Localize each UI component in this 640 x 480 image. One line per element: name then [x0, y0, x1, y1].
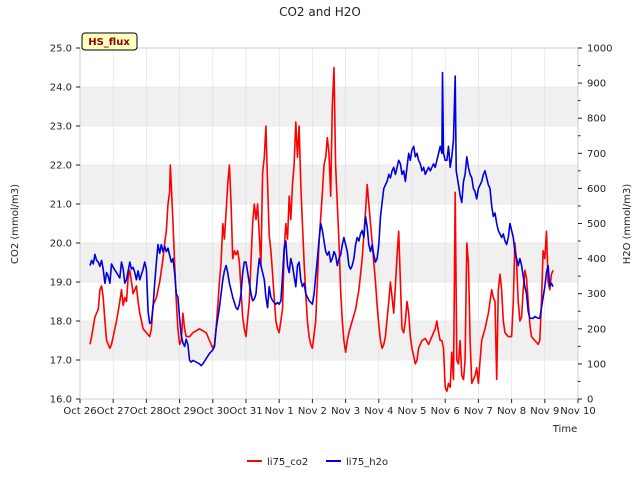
y-left-tick-label: 24.0: [50, 83, 72, 94]
x-tick-label: Oct 28: [130, 406, 163, 417]
x-axis-title: Time: [552, 424, 577, 435]
y-right-tick-label: 400: [587, 254, 606, 265]
legend-label-co2: li75_co2: [267, 457, 308, 468]
y-left-tick-label: 20.0: [50, 239, 72, 250]
y-left-tick-label: 25.0: [50, 44, 72, 55]
x-tick-label: Nov 8: [497, 406, 526, 417]
x-tick-label: Oct 29: [163, 406, 196, 417]
plot-band: [80, 87, 578, 126]
x-tick-label: Nov 1: [265, 406, 294, 417]
x-tick-label: Nov 7: [464, 406, 493, 417]
x-tick-label: Oct 26: [63, 406, 96, 417]
x-tick-label: Nov 6: [431, 406, 460, 417]
y-axis-left: 16.0 17.0 18.0 19.0 20.0 21.0 22.0 23.0 24.0 25.0: [50, 44, 80, 406]
y-right-tick-label: 0: [587, 395, 593, 406]
y-left-tick-label: 16.0: [50, 395, 72, 406]
y-right-tick-label: 700: [587, 149, 606, 160]
y-right-tick-label: 500: [587, 219, 606, 230]
y-right-tick-label: 200: [587, 324, 606, 335]
x-tick-label: Nov 9: [530, 406, 559, 417]
plot-band: [80, 321, 578, 360]
legend: li75_co2 li75_h2o: [247, 457, 388, 468]
y-left-tick-label: 19.0: [50, 278, 72, 289]
hs-flux-badge: HS_flux: [81, 32, 138, 51]
x-tick-label: Nov 4: [364, 406, 393, 417]
x-tick-label: Nov 2: [298, 406, 327, 417]
x-tick-label: Oct 31: [229, 406, 262, 417]
y-right-tick-label: 1000: [587, 44, 612, 55]
y-right-tick-label: 600: [587, 184, 606, 195]
x-tick-label: Nov 5: [397, 406, 426, 417]
series-line-li75_co2: [89, 66, 554, 392]
chart-title: CO2 and H2O: [279, 5, 361, 19]
y-left-tick-label: 23.0: [50, 122, 72, 133]
y-right-tick-label: 800: [587, 114, 606, 125]
y-axis-left-title: CO2 (mmol/m3): [10, 184, 21, 264]
x-tick-label: Nov 3: [331, 406, 360, 417]
legend-label-h2o: li75_h2o: [346, 457, 388, 468]
y-right-tick-label: 300: [587, 289, 606, 300]
y-left-tick-label: 18.0: [50, 317, 72, 328]
y-left-tick-label: 17.0: [50, 356, 72, 367]
x-tick-label: Nov 10: [560, 406, 595, 417]
y-left-tick-label: 22.0: [50, 161, 72, 172]
y-axis-right: 0 100 200 300 400 500 600 700 800 900 1000: [578, 44, 612, 406]
x-tick-label: Oct 30: [196, 406, 229, 417]
y-right-tick-label: 900: [587, 79, 606, 90]
y-left-tick-label: 21.0: [50, 200, 72, 211]
series-line-li75_h2o: [89, 71, 554, 367]
y-axis-right-title: H2O (mmol/m3): [622, 184, 633, 265]
y-right-tick-label: 100: [587, 359, 606, 370]
badge-label: HS_flux: [88, 37, 130, 48]
series-layer: [89, 66, 554, 392]
badge-box: [81, 32, 138, 51]
x-axis: Oct 26 Oct 27 Oct 28 Oct 29 Oct 30 Oct 31 Nov …: [63, 399, 596, 417]
x-tick-label: Oct 27: [97, 406, 130, 417]
